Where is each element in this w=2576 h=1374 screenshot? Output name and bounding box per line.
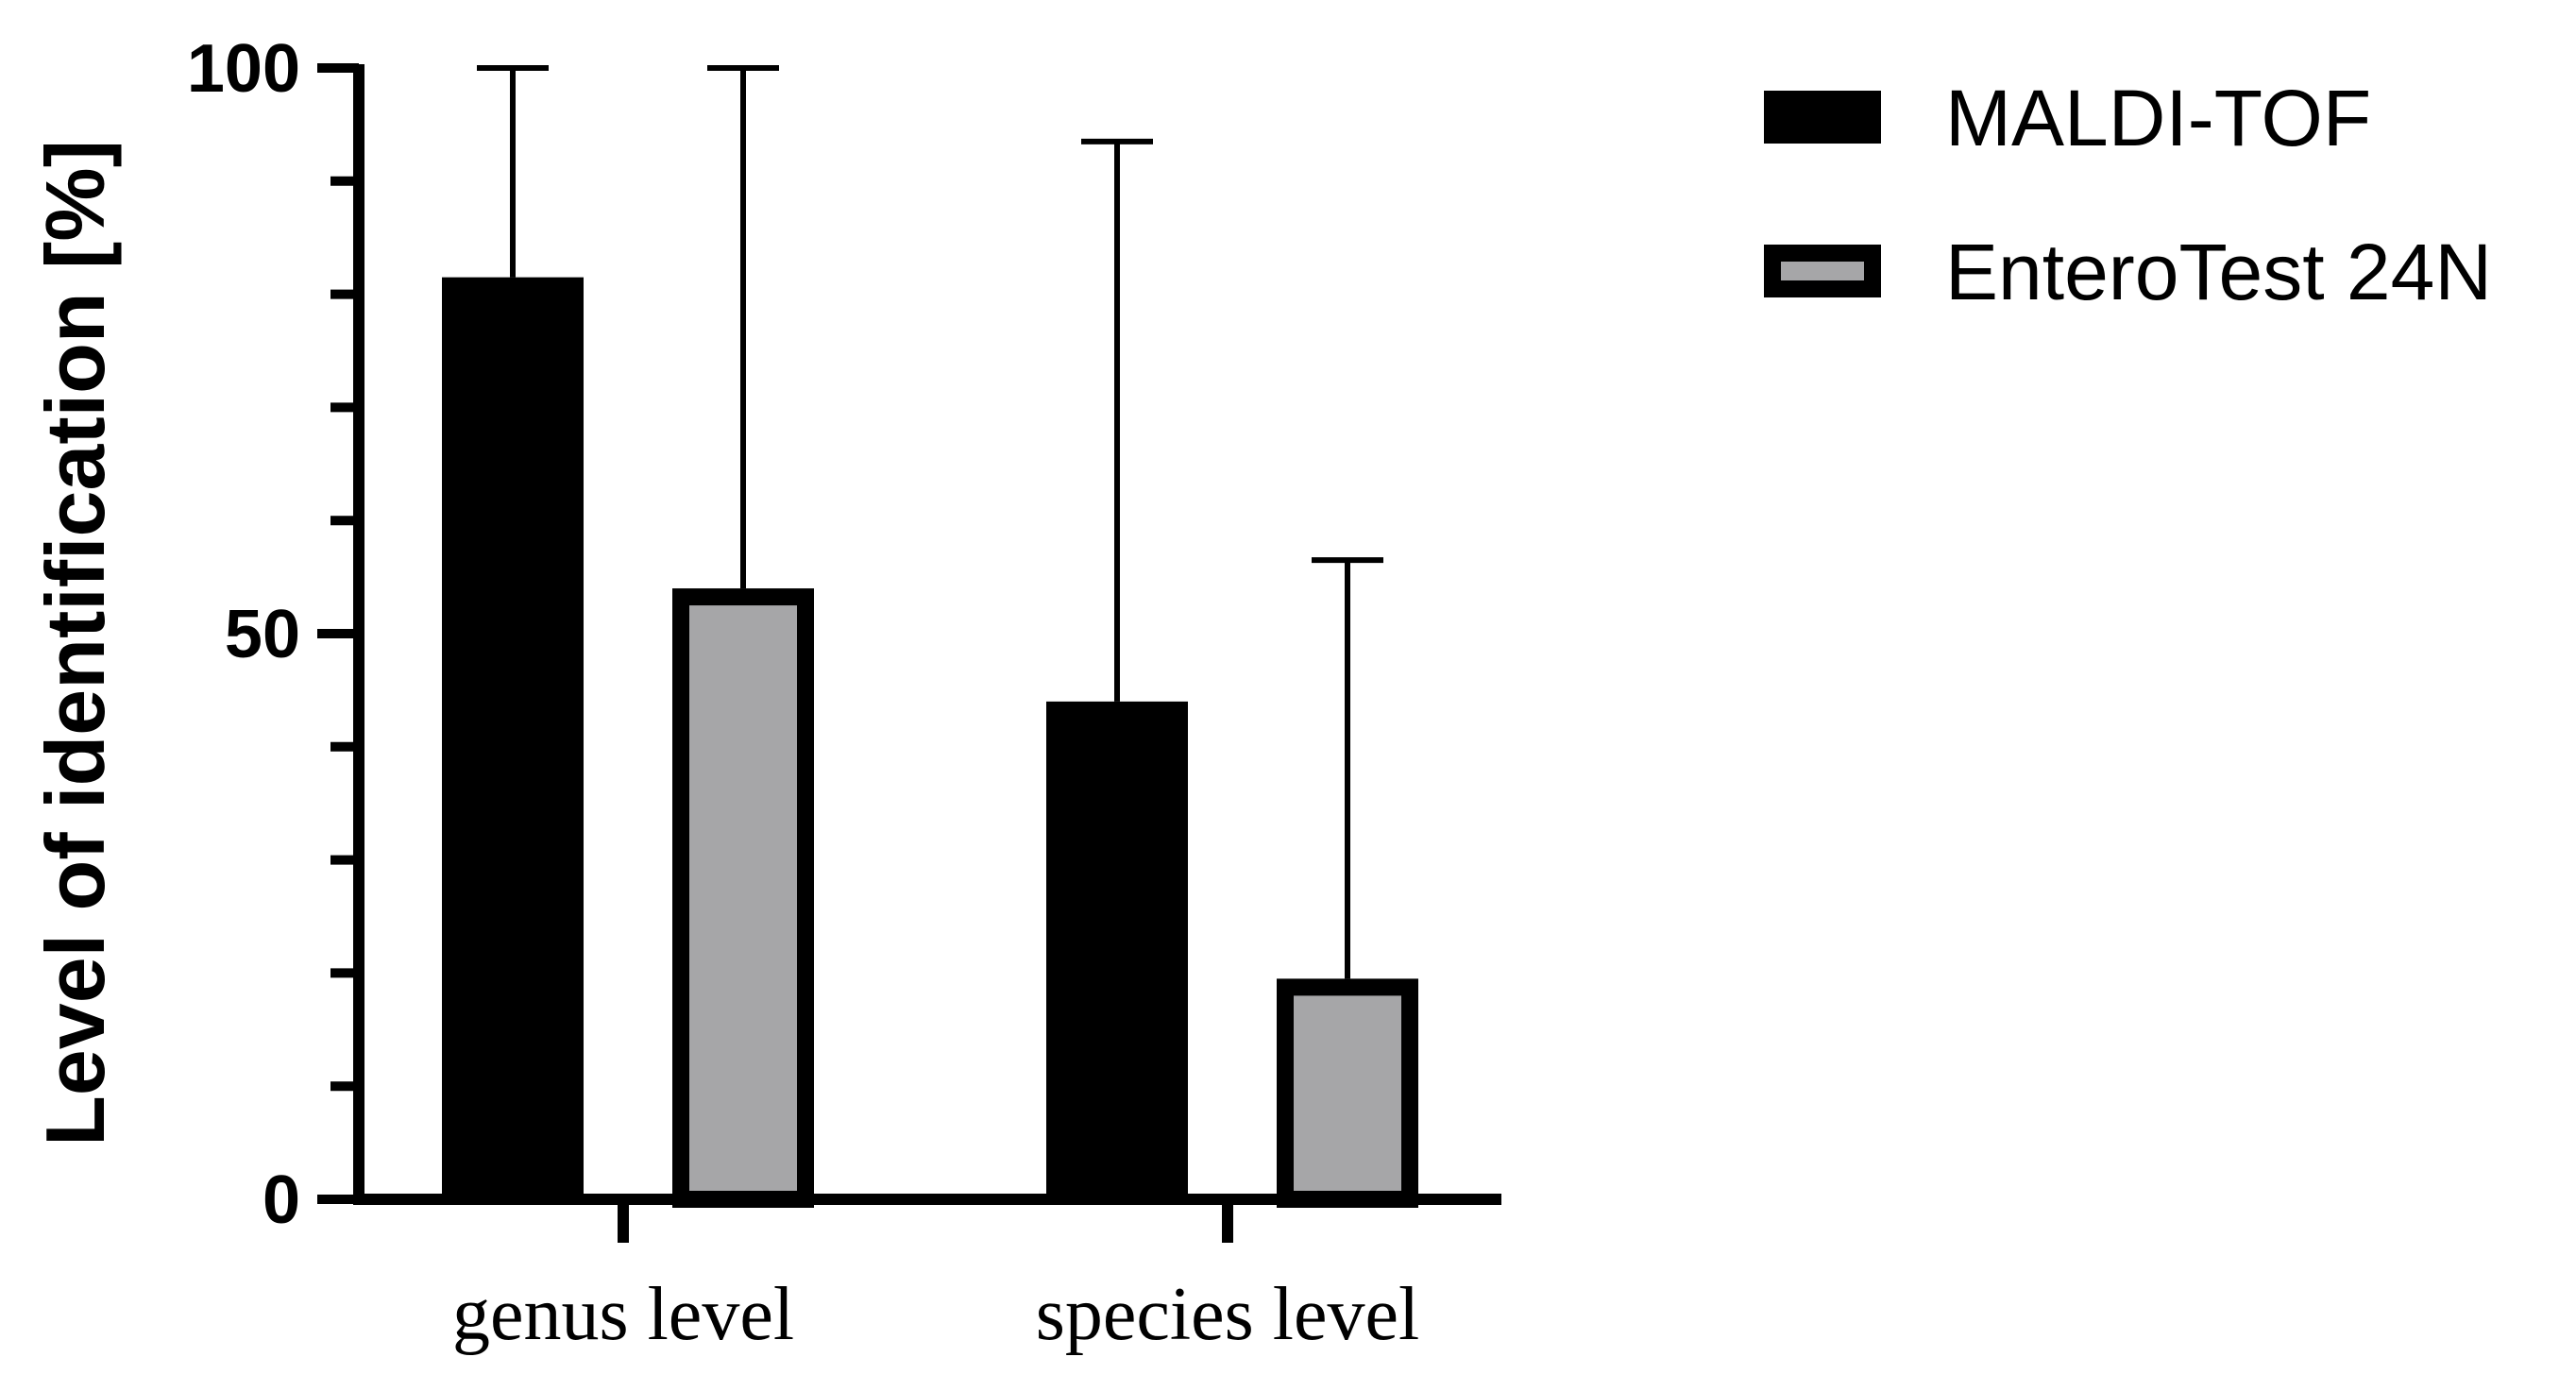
legend: MALDI-TOF EnteroTest 24N (1764, 74, 2492, 316)
y-axis-title: Level of identification [%] (28, 140, 122, 1146)
bar-enterotest-24n-species-level (1277, 978, 1418, 1209)
x-tick-label: genus level (452, 1273, 794, 1356)
bars (442, 277, 1418, 1209)
error-bars (477, 65, 1383, 979)
bar-enterotest-24n-genus-level (672, 588, 814, 1208)
legend-swatch (1764, 245, 1881, 297)
legend-label: EnteroTest 24N (1945, 228, 2492, 316)
y-tick-label: 100 (187, 31, 300, 107)
y-tick-label: 50 (225, 597, 300, 672)
bar-maldi-tof-genus-level (442, 277, 584, 1199)
tick-labels: 0 50 100 Level of identification [%] genus l… (28, 31, 1419, 1356)
bar-maldi-tof-species-level (1046, 701, 1188, 1199)
legend-label: MALDI-TOF (1945, 74, 2371, 162)
y-tick-label: 0 (263, 1162, 300, 1238)
legend-swatch (1764, 91, 1881, 144)
x-tick-label: species level (1036, 1273, 1419, 1356)
